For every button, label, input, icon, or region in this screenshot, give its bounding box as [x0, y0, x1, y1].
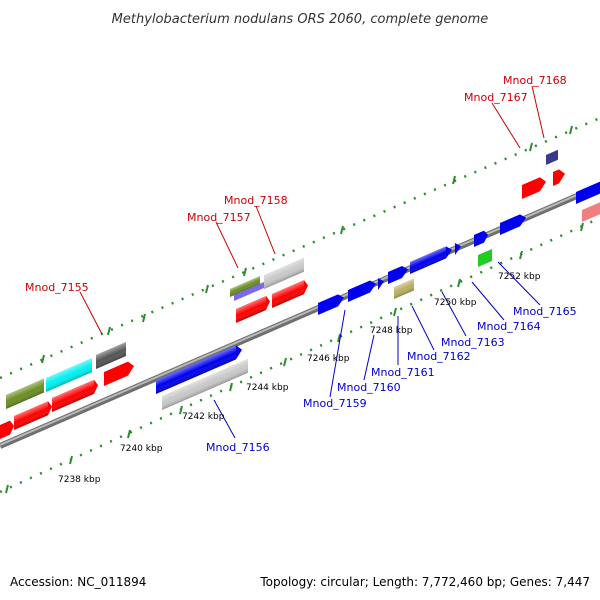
gene-khaki — [394, 278, 414, 299]
gene-label: Mnod_7167 — [464, 91, 528, 104]
gene-blue-large — [156, 345, 242, 394]
gene-cyan — [46, 358, 92, 392]
gene-blue-i — [576, 181, 600, 204]
gene-dark-grey — [96, 342, 126, 369]
gene-blue-h — [500, 214, 526, 235]
gene-red-4 — [104, 361, 134, 386]
top-strand-labels: Mnod_7155 Mnod_7157 Mnod_7158 Mnod_7167 … — [25, 74, 567, 294]
gene-label: Mnod_7162 — [407, 350, 471, 363]
gene-red-8 — [553, 169, 565, 186]
gene-blue-e — [410, 246, 452, 274]
scale-label: 7250 kbp — [434, 298, 477, 308]
gene-label: Mnod_7158 — [224, 194, 288, 207]
gene-grey-large — [162, 358, 248, 410]
gene-red-6 — [272, 280, 308, 308]
inner-tick-ring — [0, 216, 600, 494]
scale-label: 7242 kbp — [182, 412, 225, 422]
gene-red-3 — [52, 379, 98, 412]
scale-label: 7244 kbp — [246, 383, 289, 393]
gene-blue-b — [348, 280, 376, 302]
gene-label: Mnod_7164 — [477, 320, 541, 333]
gene-label: Mnod_7163 — [441, 336, 505, 349]
map-title: Methylobacterium nodulans ORS 2060, comp… — [112, 12, 489, 27]
scale-label: 7252 kbp — [498, 272, 541, 282]
gene-blue-c — [378, 278, 384, 290]
gene-label: Mnod_7161 — [371, 366, 435, 379]
scale-label: 7238 kbp — [58, 475, 101, 485]
scale-label: 7246 kbp — [307, 354, 350, 364]
gene-olive-mid — [230, 276, 260, 297]
gene-slate — [234, 282, 264, 301]
gene-red-1 — [0, 420, 14, 439]
gene-label: Mnod_7157 — [187, 211, 251, 224]
gene-blue-f — [455, 243, 461, 255]
gene-pink — [582, 202, 600, 222]
major-ticks — [5, 125, 584, 494]
gene-green — [478, 248, 492, 267]
gene-label: Mnod_7165 — [513, 305, 577, 318]
gene-blue-d — [388, 265, 408, 284]
gene-features — [0, 149, 600, 439]
gene-red-5 — [236, 296, 270, 323]
gene-label: Mnod_7156 — [206, 441, 270, 454]
scale-labels: 7238 kbp 7240 kbp 7242 kbp 7244 kbp 7246… — [58, 272, 541, 485]
scale-label: 7248 kbp — [370, 326, 413, 336]
gene-label: Mnod_7155 — [25, 281, 89, 294]
gene-blue-g — [474, 230, 488, 247]
gene-label: Mnod_7160 — [337, 381, 401, 394]
gene-label: Mnod_7168 — [503, 74, 567, 87]
gene-blue-a — [318, 294, 344, 315]
scale-label: 7240 kbp — [120, 444, 163, 454]
gene-navy — [546, 149, 558, 165]
gene-red-2 — [14, 401, 52, 430]
accession-text: Accession: NC_011894 — [10, 575, 146, 589]
outer-tick-ring — [0, 116, 600, 380]
label-leader-lines — [79, 85, 545, 439]
gene-red-7 — [522, 177, 546, 199]
gene-label: Mnod_7159 — [303, 397, 367, 410]
genome-summary-text: Topology: circular; Length: 7,772,460 bp… — [259, 575, 590, 589]
bottom-strand-labels: Mnod_7156 Mnod_7159 Mnod_7160 Mnod_7161 … — [206, 305, 577, 454]
gene-olive-left — [6, 378, 44, 409]
gene-grey-top — [264, 257, 304, 289]
